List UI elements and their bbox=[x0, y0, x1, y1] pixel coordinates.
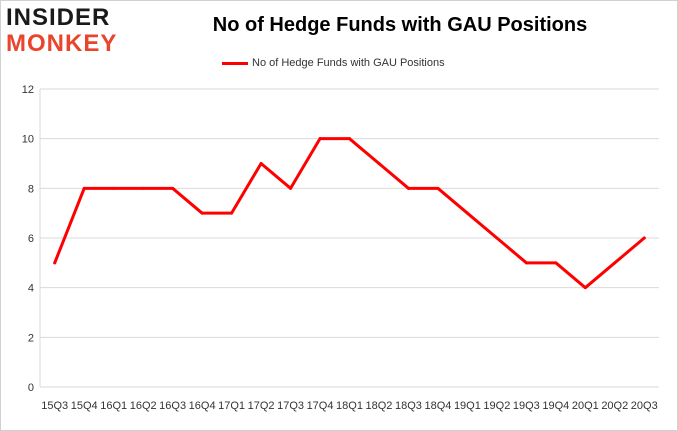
x-tick-label: 19Q3 bbox=[513, 400, 540, 412]
data-point bbox=[377, 162, 381, 165]
y-tick-label: 8 bbox=[28, 183, 34, 195]
data-point bbox=[318, 137, 322, 141]
data-point bbox=[406, 186, 410, 190]
chart-legend: No of Hedge Funds with GAU Positions bbox=[222, 55, 445, 71]
data-point bbox=[583, 286, 587, 290]
x-tick-label: 15Q3 bbox=[41, 400, 68, 412]
x-tick-label: 17Q4 bbox=[307, 400, 334, 412]
x-tick-label: 16Q4 bbox=[189, 400, 216, 412]
data-point bbox=[171, 186, 175, 190]
legend-swatch bbox=[222, 61, 248, 65]
logo-text-bottom: MONKEY bbox=[6, 30, 118, 57]
legend-label: No of Hedge Funds with GAU Positions bbox=[252, 57, 445, 69]
y-tick-label: 10 bbox=[22, 134, 34, 146]
chart-title: No of Hedge Funds with GAU Positions bbox=[212, 14, 588, 36]
data-point bbox=[554, 261, 558, 265]
data-point bbox=[436, 186, 440, 190]
series-line bbox=[53, 137, 646, 290]
data-point bbox=[642, 236, 646, 240]
y-tick-label: 4 bbox=[28, 283, 34, 295]
logo-text-top: INSIDER bbox=[6, 4, 111, 31]
x-tick-label: 15Q4 bbox=[71, 400, 98, 412]
data-point bbox=[289, 186, 293, 190]
data-point bbox=[613, 261, 617, 265]
data-point bbox=[200, 211, 204, 215]
data-point bbox=[524, 261, 528, 265]
x-tick-label: 20Q1 bbox=[572, 400, 599, 412]
x-tick-label: 20Q3 bbox=[631, 400, 658, 412]
y-tick-label: 6 bbox=[28, 233, 34, 245]
data-point bbox=[348, 137, 351, 141]
x-tick-label: 20Q2 bbox=[601, 400, 628, 412]
x-tick-label: 18Q3 bbox=[395, 400, 422, 412]
x-tick-label: 17Q3 bbox=[277, 400, 304, 412]
data-point bbox=[112, 186, 116, 190]
x-tick-label: 18Q4 bbox=[424, 400, 451, 412]
data-point bbox=[495, 236, 499, 240]
x-tick-label: 19Q1 bbox=[454, 400, 481, 412]
data-point bbox=[465, 211, 469, 215]
y-tick-label: 0 bbox=[28, 382, 34, 394]
data-point bbox=[53, 261, 57, 265]
data-point bbox=[82, 186, 86, 190]
x-tick-label: 18Q2 bbox=[366, 400, 393, 412]
data-point bbox=[141, 186, 145, 190]
x-tick-label: 17Q2 bbox=[248, 400, 275, 412]
data-point bbox=[259, 162, 263, 165]
y-tick-label: 2 bbox=[28, 332, 34, 344]
x-tick-label: 19Q4 bbox=[542, 400, 569, 412]
data-point bbox=[230, 211, 234, 215]
insider-monkey-logo: INSIDER MONKEY bbox=[6, 6, 126, 58]
x-tick-label: 19Q2 bbox=[483, 400, 510, 412]
x-tick-label: 17Q1 bbox=[218, 400, 245, 412]
x-tick-label: 16Q1 bbox=[100, 400, 127, 412]
x-tick-label: 16Q3 bbox=[159, 400, 186, 412]
x-tick-label: 18Q1 bbox=[336, 400, 363, 412]
x-tick-label: 16Q2 bbox=[130, 400, 157, 412]
y-tick-label: 12 bbox=[22, 84, 34, 96]
